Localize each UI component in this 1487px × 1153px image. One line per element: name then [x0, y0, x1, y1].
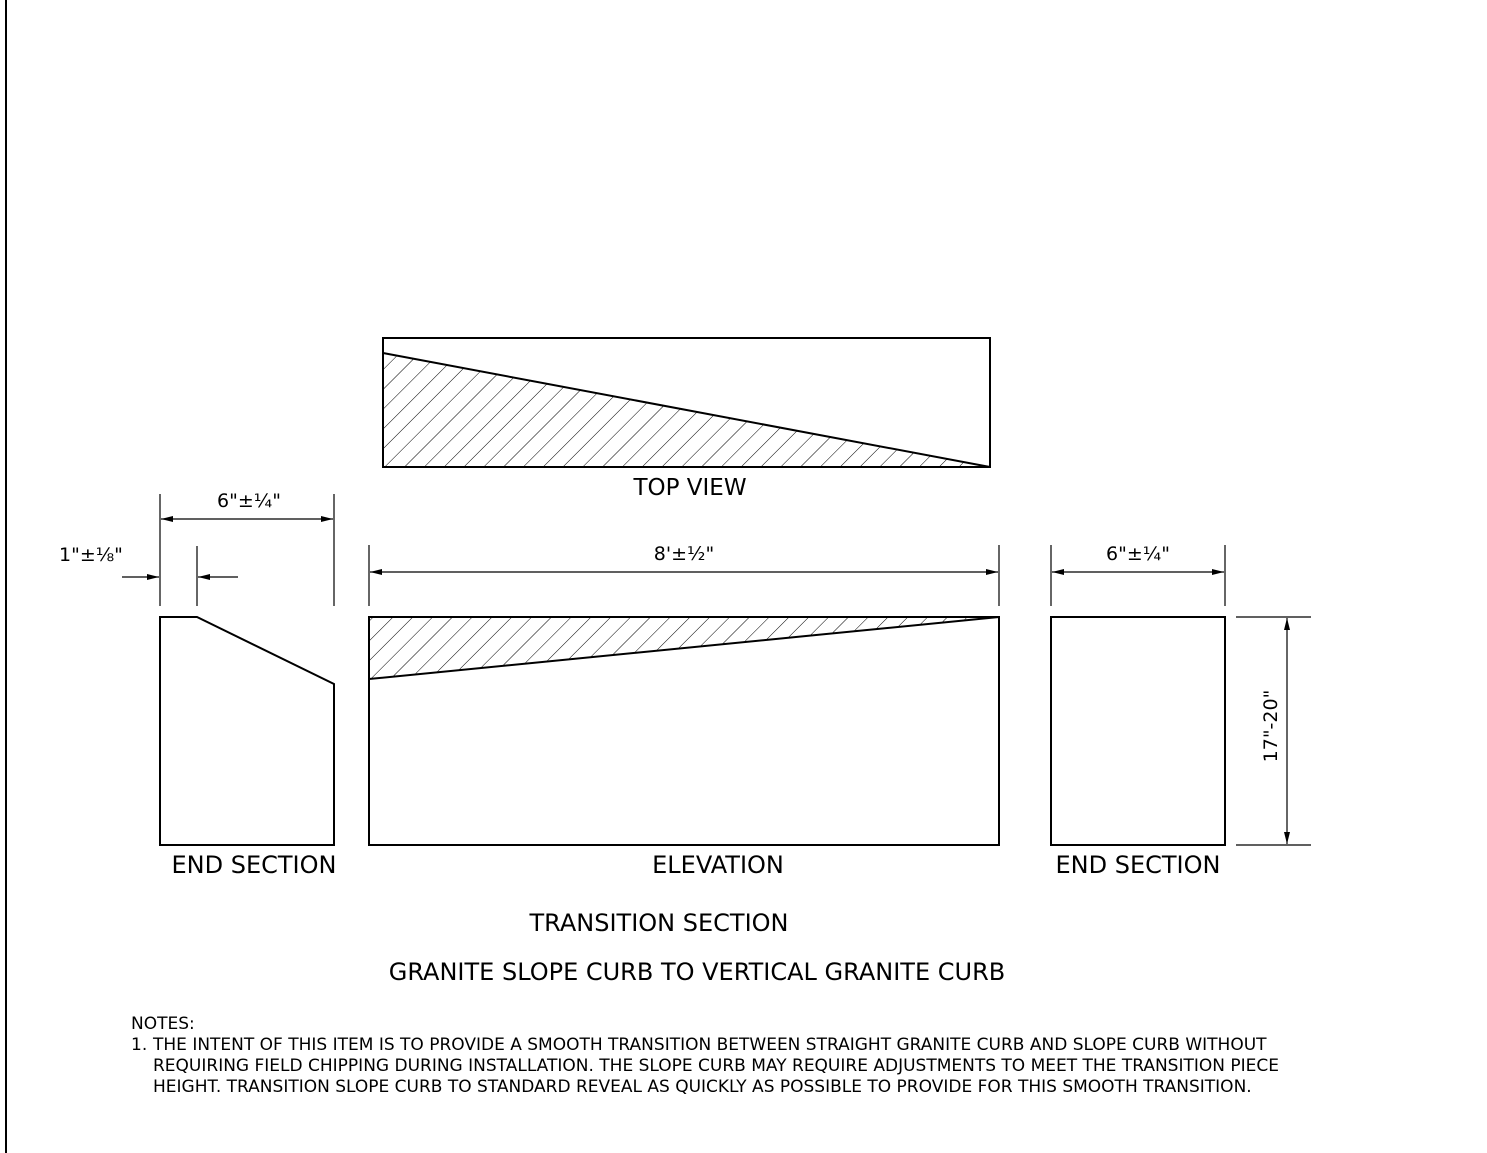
note-item: 1. THE INTENT OF THIS ITEM IS TO PROVIDE…: [131, 1035, 1431, 1098]
note-number: 1.: [131, 1035, 148, 1055]
dim-elevation-length: 8'±½": [654, 543, 714, 565]
elevation: 8'±½" ELEVATION: [368, 543, 1000, 879]
drawing-title: TRANSITION SECTION: [529, 909, 789, 937]
elevation-outline: [368, 616, 1000, 846]
end-section-right-label: END SECTION: [1056, 851, 1221, 879]
note-text: THE INTENT OF THIS ITEM IS TO PROVIDE A …: [153, 1035, 1280, 1097]
end-section-right: 6"±¼" 17"-20" END SECTION: [1050, 543, 1311, 879]
end-section-right-outline: [1050, 616, 1226, 846]
dim-right-height: 17"-20": [1260, 690, 1282, 763]
top-view-outline: [382, 337, 991, 468]
elevation-label: ELEVATION: [652, 851, 784, 879]
top-view-slope-line: [382, 352, 991, 468]
drawing-subtitle: GRANITE SLOPE CURB TO VERTICAL GRANITE C…: [389, 958, 1005, 986]
dim-left-width: 6"±¼": [217, 490, 281, 512]
notes-block: NOTES: 1. THE INTENT OF THIS ITEM IS TO …: [131, 1014, 1431, 1098]
end-section-left-outline: [159, 616, 335, 846]
dim-left-offset: 1"±⅛": [59, 544, 123, 566]
notes-heading: NOTES:: [131, 1014, 195, 1034]
elevation-slope-line: [368, 616, 1000, 680]
dim-right-width: 6"±¼": [1106, 543, 1170, 565]
top-view-label: TOP VIEW: [632, 475, 746, 501]
top-view: TOP VIEW: [382, 337, 991, 501]
end-section-left: 6"±¼" 1"±⅛" END SECTION: [59, 490, 336, 879]
end-section-left-label: END SECTION: [172, 851, 337, 879]
